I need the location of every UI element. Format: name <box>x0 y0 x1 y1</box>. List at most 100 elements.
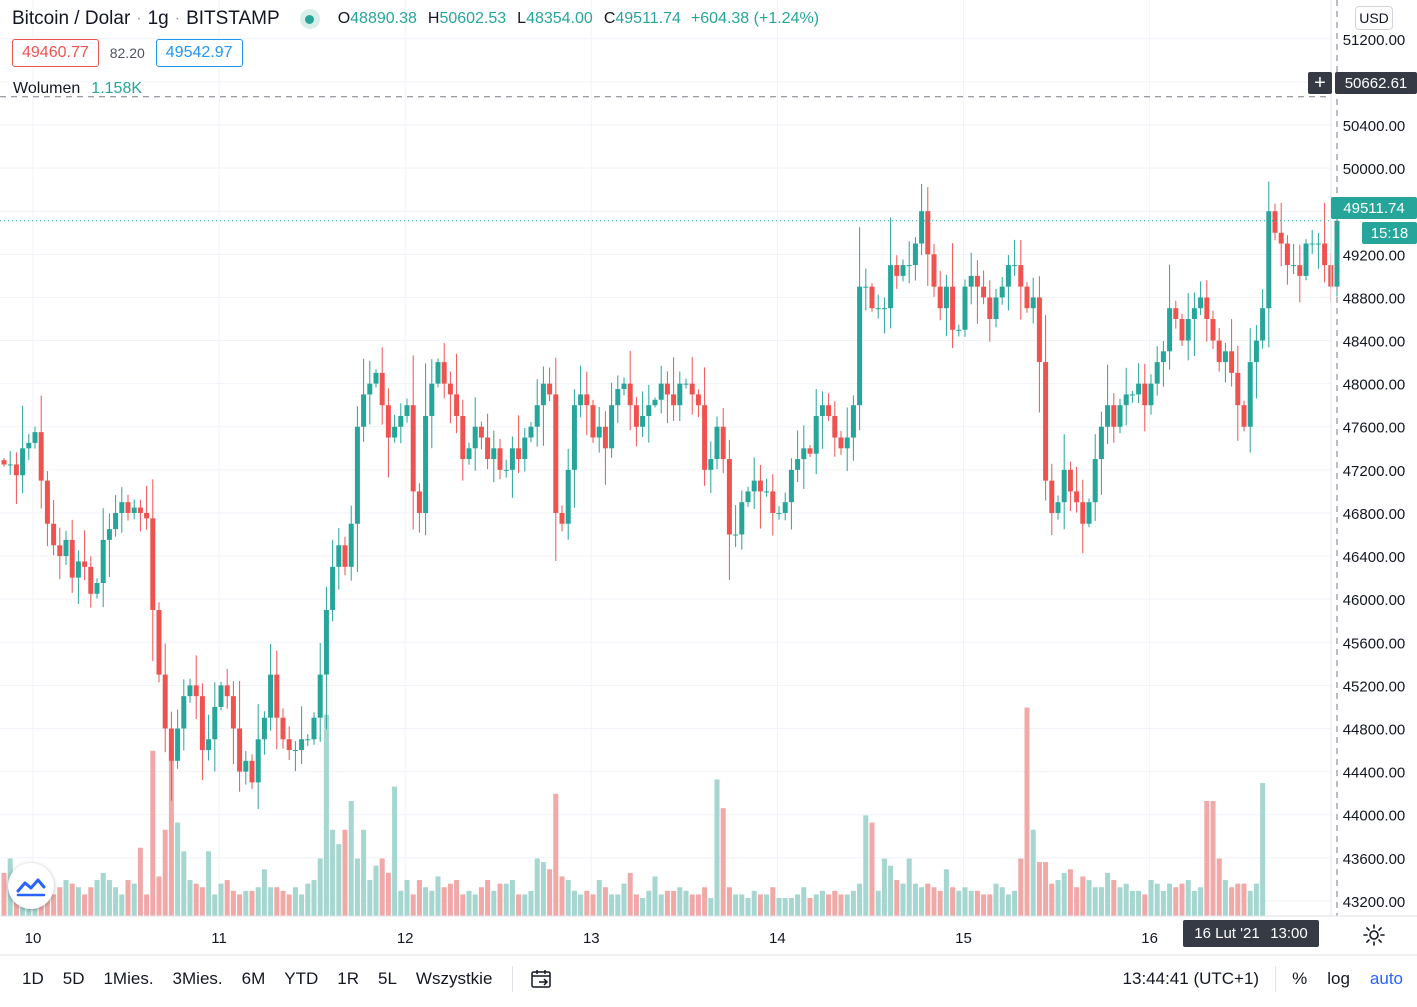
price-tick-label: 47200.00 <box>1343 463 1406 480</box>
candle-body <box>832 415 838 438</box>
sell-button[interactable]: 49460.77 <box>12 39 99 67</box>
candle-body <box>69 539 75 578</box>
clock-timezone-button[interactable]: 13:44:41 (UTC+1) <box>1122 969 1260 988</box>
gear-icon[interactable] <box>1362 923 1386 947</box>
date-tick-label: 10 <box>25 930 42 947</box>
volume-bar <box>379 858 385 916</box>
chart-grid <box>0 0 1331 916</box>
candle-body <box>20 448 26 476</box>
auto-scale-button[interactable]: auto <box>1369 969 1403 988</box>
volume-bar <box>1005 894 1011 916</box>
volume-value: 1.158K <box>91 80 143 97</box>
candle-body <box>218 685 224 707</box>
volume-bar <box>1012 890 1018 916</box>
volume-bar <box>429 890 435 916</box>
volume-bar <box>416 880 422 916</box>
exchange-label: BITSTAMP <box>186 8 280 29</box>
candle-body <box>540 383 546 406</box>
range-1d-button[interactable]: 1D <box>22 969 44 988</box>
buy-button[interactable]: 49542.97 <box>155 39 243 67</box>
interval-label[interactable]: 1g <box>147 8 169 29</box>
volume-bars <box>1 707 1266 916</box>
percent-scale-button[interactable]: % <box>1292 969 1308 988</box>
crosshair-price-label: 50662.61 <box>1335 72 1417 94</box>
calendar-range-icon[interactable] <box>529 967 553 991</box>
candle-body <box>1241 405 1247 427</box>
symbol-name[interactable]: Bitcoin / Dolar <box>12 8 131 29</box>
volume-bar <box>212 894 218 916</box>
range-1m-button[interactable]: 1Mies. <box>103 969 154 988</box>
candle-body <box>602 426 608 449</box>
candle-body <box>875 308 881 310</box>
volume-bar <box>1198 887 1204 916</box>
open-value: 48890.38 <box>350 10 417 27</box>
price-tick-label: 50400.00 <box>1343 118 1406 135</box>
volume-bar <box>268 887 274 916</box>
volume-legend[interactable]: Wolumen 1.158K <box>13 80 142 98</box>
range-1y-button[interactable]: 1R <box>337 969 359 988</box>
candle-body <box>348 523 354 567</box>
range-6m-button[interactable]: 6M <box>241 969 266 988</box>
volume-bar <box>447 883 453 916</box>
crosshair-time-label: 16 Lut '21 13:00 <box>1183 920 1319 947</box>
volume-bar <box>497 883 503 916</box>
candle-body <box>565 469 571 524</box>
volume-bar <box>888 865 894 916</box>
currency-button[interactable]: USD <box>1355 6 1393 30</box>
volume-bar <box>813 894 819 916</box>
volume-bar <box>168 750 174 916</box>
candle-body <box>441 362 447 384</box>
volume-bar <box>150 750 156 916</box>
volume-bar <box>987 894 993 916</box>
candle-body <box>1266 211 1272 309</box>
volume-bar <box>1229 887 1235 916</box>
candle-body <box>671 394 677 406</box>
volume-bar <box>249 890 255 916</box>
candle-body <box>559 512 565 524</box>
high-label: H <box>427 10 440 27</box>
volume-bar <box>1216 858 1222 916</box>
price-tick-label: 45600.00 <box>1343 635 1406 652</box>
candle-body <box>999 286 1005 298</box>
volume-bar <box>522 894 528 916</box>
candle-body <box>63 539 69 557</box>
volume-bar <box>1136 890 1142 916</box>
candle-body <box>1284 243 1290 266</box>
candle-body <box>1191 308 1197 319</box>
volume-bar <box>286 894 292 916</box>
volume-bar <box>317 858 323 916</box>
range-5d-button[interactable]: 5D <box>62 969 85 988</box>
candle-body <box>311 717 317 740</box>
range-5y-button[interactable]: 5L <box>377 969 397 988</box>
candle-body <box>621 383 627 390</box>
volume-bar <box>1129 890 1135 916</box>
candle-body <box>1074 491 1080 503</box>
candle-body <box>354 426 360 524</box>
candle-body <box>1198 297 1204 309</box>
add-alert-plus-button[interactable]: + <box>1308 72 1332 94</box>
volume-bar <box>1111 880 1117 916</box>
volume-bar <box>137 847 143 916</box>
volume-bar <box>528 890 534 916</box>
candle-body <box>720 426 726 460</box>
log-scale-button[interactable]: log <box>1327 969 1350 988</box>
volume-bar <box>658 894 664 916</box>
candle-body <box>553 394 559 513</box>
last-price-label: 49511.74 <box>1331 197 1417 219</box>
volume-bar <box>392 786 398 916</box>
range-all-button[interactable]: Wszystkie <box>415 969 493 988</box>
range-ytd-button[interactable]: YTD <box>284 969 319 988</box>
volume-bar <box>1061 872 1067 916</box>
price-tick-label: 43200.00 <box>1343 894 1406 911</box>
range-3m-button[interactable]: 3Mies. <box>172 969 223 988</box>
candle-body <box>925 211 931 255</box>
volume-bar <box>466 890 472 916</box>
volume-bar <box>857 883 863 916</box>
tradingview-logo-icon[interactable] <box>8 863 54 909</box>
bar-countdown-label: 15:18 <box>1362 222 1417 244</box>
candlesticks <box>1 181 1340 810</box>
volume-bar <box>243 890 249 916</box>
candle-body <box>745 491 751 503</box>
price-tick-label: 43600.00 <box>1343 851 1406 868</box>
